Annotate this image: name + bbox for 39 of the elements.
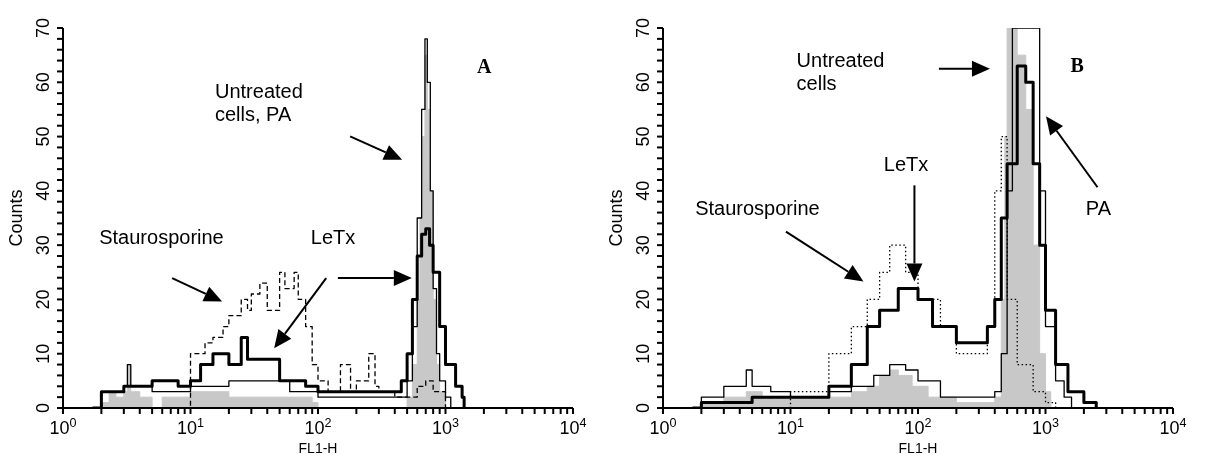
y-tick-label: 40 [33,180,53,201]
annotation: LeTx [310,226,357,250]
x-tick-label: 10$^{3}$ [1031,416,1060,438]
text: A [477,55,492,79]
x-tick-label: 10$^{0}$ [49,416,77,438]
x-tick-label: 10$^{2}$ [904,416,932,438]
y-tick-label: 0 [33,402,53,414]
y-tick-label: 0 [633,402,653,414]
y-tick-label: 30 [33,235,53,256]
y-tick-label: 50 [633,126,653,147]
y-tick-label: 10 [33,343,53,364]
y-tick-label: 20 [33,289,53,310]
x-axis-title: FL1-H [298,440,338,456]
x-axis-title: FL1-H [898,440,938,456]
annotation: Staurosporine [99,226,225,250]
annotation: LeTx [883,152,930,176]
y-axis-title: Counts [606,189,627,247]
annotation: Untreated cells, PA [214,79,304,126]
y-tick-label: 70 [33,17,53,39]
y-axis-title: Counts [6,189,27,247]
y-tick-label: 30 [633,235,653,256]
x-tick-label: 10$^{1}$ [776,416,805,438]
x-tick-label: 10$^{4}$ [559,416,587,438]
x-tick-label: 10$^{3}$ [431,416,460,438]
x-tick-label: 10$^{0}$ [649,416,677,438]
y-tick-label: 60 [33,72,53,93]
annotation: Untreated cells [796,48,886,95]
x-tick-label: 10$^{2}$ [304,416,332,438]
annotation: Staurosporine [695,197,821,221]
x-tick-label: 10$^{4}$ [1159,416,1187,438]
y-tick-label: 60 [633,72,653,93]
y-tick-label: 50 [33,126,53,147]
y-tick-label: 40 [633,180,653,201]
y-tick-label: 10 [633,343,653,364]
x-tick-label: 10$^{1}$ [176,416,205,438]
text: B [1070,53,1084,77]
annotation: PA [1085,197,1112,221]
y-tick-label: 20 [633,289,653,310]
y-tick-label: 70 [633,17,653,39]
